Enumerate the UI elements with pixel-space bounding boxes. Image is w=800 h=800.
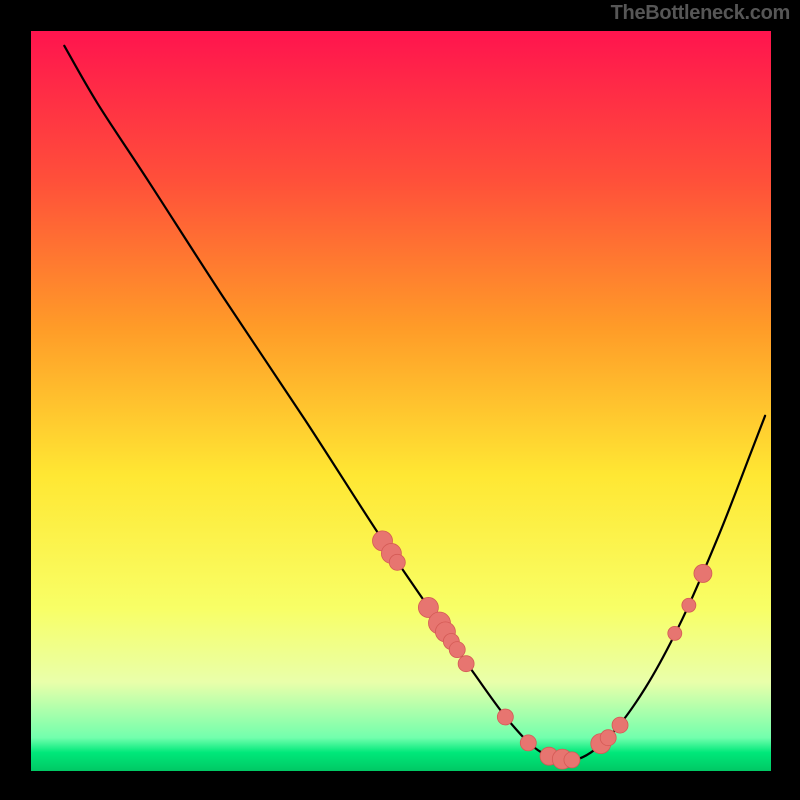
data-marker bbox=[600, 730, 616, 746]
data-marker bbox=[449, 642, 465, 658]
chart-svg bbox=[31, 31, 771, 771]
data-marker bbox=[389, 554, 405, 570]
data-marker bbox=[694, 564, 712, 582]
data-marker bbox=[668, 626, 682, 640]
data-marker bbox=[497, 709, 513, 725]
data-marker bbox=[612, 717, 628, 733]
chart-background bbox=[31, 31, 771, 771]
data-marker bbox=[682, 598, 696, 612]
data-marker bbox=[520, 735, 536, 751]
plot-area bbox=[31, 31, 771, 771]
data-marker bbox=[458, 656, 474, 672]
watermark-text: TheBottleneck.com bbox=[611, 2, 790, 25]
data-marker bbox=[564, 752, 580, 768]
chart-frame: TheBottleneck.com bbox=[0, 0, 800, 800]
